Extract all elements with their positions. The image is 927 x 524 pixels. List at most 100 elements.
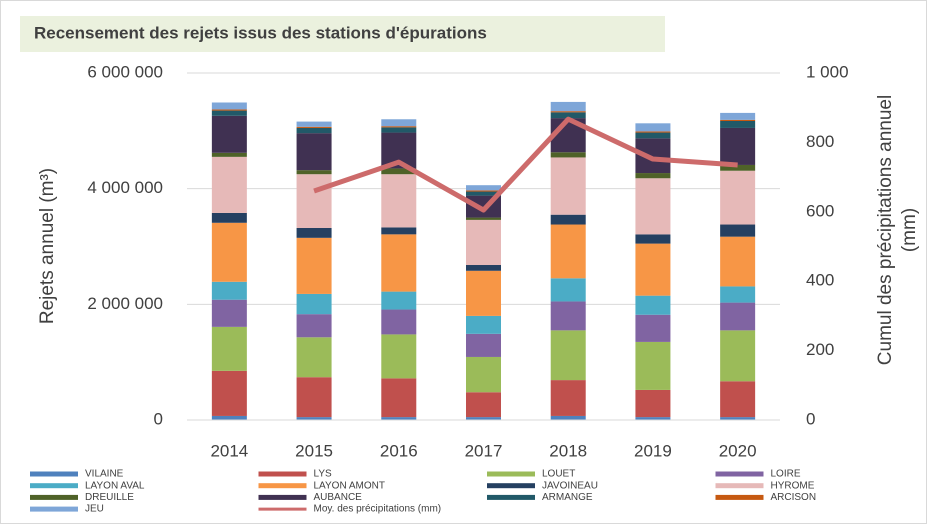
bar-segment bbox=[381, 174, 417, 228]
bar-segment bbox=[381, 119, 417, 127]
legend-label: JAVOINEAU bbox=[542, 480, 598, 491]
legend-label: ARMANGE bbox=[542, 492, 593, 503]
bar-segment bbox=[296, 127, 332, 134]
bar-segment bbox=[550, 112, 586, 119]
legend-label: LOUET bbox=[542, 469, 575, 480]
legend-label: DREUILLE bbox=[85, 492, 134, 503]
bar-segment bbox=[550, 214, 586, 225]
chart-title: Recensement des rejets issus des station… bbox=[34, 23, 487, 42]
bar-segment bbox=[550, 415, 586, 420]
bar-segment bbox=[296, 133, 332, 171]
bar-segment bbox=[550, 111, 586, 113]
x-tick-label: 2016 bbox=[380, 441, 418, 460]
bar-segment bbox=[296, 170, 332, 175]
bar-segment bbox=[635, 173, 671, 179]
bar-segment bbox=[381, 234, 417, 292]
bar-segment bbox=[381, 378, 417, 418]
bar-segment bbox=[381, 227, 417, 235]
y-tick-label: 4 000 000 bbox=[87, 178, 163, 197]
bar-segment bbox=[635, 178, 671, 235]
bar-segment bbox=[211, 281, 247, 300]
legend-swatch bbox=[30, 494, 78, 500]
y-tick-label: 2 000 000 bbox=[87, 294, 163, 313]
bar-segment bbox=[466, 333, 501, 357]
bar-segment bbox=[381, 417, 417, 420]
bar-segment bbox=[720, 112, 756, 120]
bar-segment bbox=[466, 392, 501, 418]
bar-segment bbox=[381, 127, 417, 133]
bar-segment bbox=[296, 121, 332, 127]
title-box bbox=[20, 16, 665, 52]
y2-tick-label: 200 bbox=[806, 340, 834, 359]
bar-segment bbox=[211, 115, 247, 153]
bar-segment bbox=[466, 356, 501, 393]
legend-label: LAYON AMONT bbox=[314, 480, 386, 491]
legend-label: Moy. des précipitations (mm) bbox=[314, 504, 442, 515]
bar-segment bbox=[381, 334, 417, 379]
bar-segment bbox=[381, 291, 417, 310]
bar-segment bbox=[466, 315, 501, 334]
bar-segment bbox=[296, 337, 332, 378]
bar-segment bbox=[296, 174, 332, 228]
bar-segment bbox=[381, 309, 417, 335]
bar-segment bbox=[635, 132, 671, 139]
legend-swatch bbox=[715, 483, 764, 489]
bar-segment bbox=[720, 170, 756, 225]
bar-segment bbox=[466, 185, 501, 191]
x-tick-label: 2020 bbox=[719, 441, 757, 460]
bar-segment bbox=[296, 126, 332, 128]
bar-segment bbox=[550, 330, 586, 381]
x-tick-label: 2014 bbox=[210, 441, 248, 460]
bar-segment bbox=[550, 301, 586, 331]
bar-segment bbox=[550, 152, 586, 158]
bar-segment bbox=[550, 278, 586, 302]
bar-segment bbox=[466, 190, 501, 192]
legend-swatch bbox=[487, 483, 535, 489]
legend-swatch bbox=[715, 494, 764, 500]
bar-segment bbox=[635, 389, 671, 418]
bar-segment bbox=[635, 314, 671, 342]
bar-segment bbox=[720, 330, 756, 382]
bar-segment bbox=[211, 156, 247, 213]
y2-tick-label: 400 bbox=[806, 271, 834, 290]
legend-label: VILAINE bbox=[85, 469, 124, 480]
bar-segment bbox=[466, 191, 501, 196]
legend-swatch bbox=[30, 506, 78, 512]
bar-segment bbox=[720, 164, 756, 171]
y2-tick-label: 600 bbox=[806, 201, 834, 220]
y-tick-label: 0 bbox=[154, 409, 163, 428]
bar-segment bbox=[296, 377, 332, 418]
bar-segment bbox=[211, 102, 247, 110]
bar-segment bbox=[550, 224, 586, 279]
y2-tick-label: 1 000 bbox=[806, 62, 849, 81]
bar-segment bbox=[211, 110, 247, 116]
bar-segment bbox=[466, 270, 501, 316]
bar-segment bbox=[550, 101, 586, 112]
bar-segment bbox=[720, 286, 756, 303]
y-tick-label: 6 000 000 bbox=[87, 62, 163, 81]
bar-segment bbox=[720, 381, 756, 418]
bar-segment bbox=[635, 417, 671, 420]
bar-segment bbox=[720, 127, 756, 165]
bar-segment bbox=[635, 234, 671, 244]
legend-label: JEU bbox=[85, 504, 104, 515]
bar-segment bbox=[635, 295, 671, 315]
legend-swatch bbox=[487, 471, 535, 477]
bar-segment bbox=[466, 217, 501, 220]
legend-swatch bbox=[30, 483, 78, 489]
bar-segment bbox=[211, 415, 247, 420]
y-axis-label: Rejets annuel (m³) bbox=[37, 168, 58, 324]
bar-segment bbox=[466, 219, 501, 266]
legend-swatch bbox=[30, 471, 78, 477]
bar-segment bbox=[720, 417, 756, 420]
bar-segment bbox=[381, 168, 417, 175]
x-tick-label: 2019 bbox=[634, 441, 672, 460]
legend-swatch bbox=[258, 483, 307, 489]
legend-label: LOIRE bbox=[771, 469, 801, 480]
bar-segment bbox=[720, 236, 756, 287]
y2-tick-label: 800 bbox=[806, 132, 834, 151]
bar-segment bbox=[720, 119, 756, 122]
bar-segment bbox=[211, 109, 247, 111]
